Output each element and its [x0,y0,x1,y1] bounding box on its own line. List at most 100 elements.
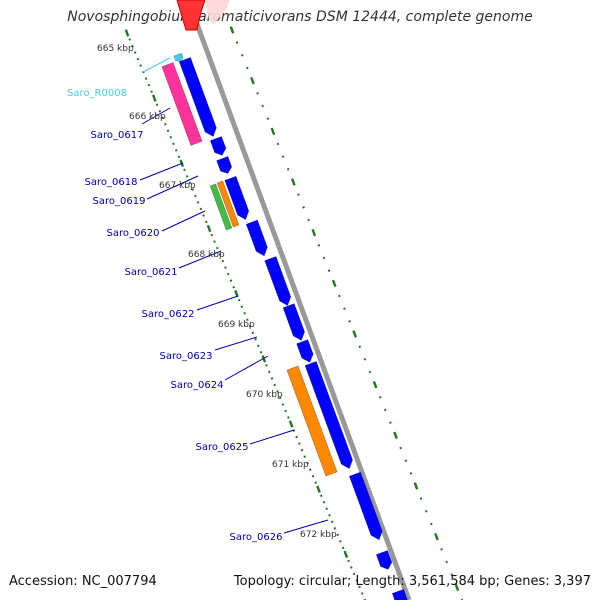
inner-tick [124,29,130,37]
inner-tick [288,420,294,428]
inner-tick [194,194,197,198]
outer-tick [307,218,310,222]
outer-tick [261,104,264,108]
feature-blue[interactable] [296,339,314,363]
inner-tick [226,272,230,276]
inner-tick [196,201,200,204]
outer-tick [266,117,270,120]
inner-tick [213,240,216,243]
feature-blue[interactable] [224,175,250,221]
inner-tick [306,461,309,465]
label-leaders [139,57,329,534]
inner-tick [183,168,186,172]
outer-tick [322,256,326,260]
feature-blue[interactable] [348,471,383,541]
top-feature-red[interactable] [176,0,206,31]
feature-blue[interactable] [391,588,408,600]
outer-tick [404,459,408,462]
inner-tick [352,572,356,576]
inner-tick [185,175,189,178]
outer-tick [281,155,285,158]
inner-tick [248,324,252,328]
outer-tick [372,380,378,389]
outer-tick [250,76,255,85]
inner-tick [172,142,175,146]
outer-tick [454,583,460,592]
inner-tick [152,94,157,102]
inner-tick [276,390,279,393]
kbp-label: 671 kbp [272,460,309,470]
gene-label-saro-0617[interactable]: Saro_0617 [91,130,144,141]
gene-label-saro-0619[interactable]: Saro_0619 [93,196,146,207]
outer-tick [290,178,296,186]
outer-tick [229,26,235,34]
inner-tick [229,279,233,282]
feature-blue[interactable] [282,303,305,341]
feature-blue[interactable] [375,550,393,570]
kbp-label: 669 kbp [218,320,255,330]
gene-label-saro-r0008[interactable]: Saro_R0008 [67,88,127,99]
inner-tick [133,51,137,54]
genome-summary-text: Topology: circular; Length: 3,561,584 bp… [233,574,591,589]
inner-tick [319,494,323,498]
inner-tick [205,220,208,224]
outer-tick [368,370,372,374]
inner-tick [284,409,287,413]
outer-tick [286,168,290,171]
inner-tick [341,546,345,550]
gene-label-saro-0621[interactable]: Saro_0621 [125,267,178,278]
gene-label-saro-0625[interactable]: Saro_0625 [196,442,249,453]
feature-saro-0617[interactable] [161,62,203,146]
gene-label-saro-0623[interactable]: Saro_0623 [160,351,213,362]
inner-tick [350,566,353,569]
feature-blue[interactable] [209,136,227,156]
inner-tick [210,233,214,237]
inner-tick [254,338,257,341]
outer-tick [276,142,280,146]
inner-tick [259,351,263,354]
inner-tick [328,513,331,517]
inner-tick [246,318,249,322]
inner-tick [281,403,285,406]
kbp-label: 667 kbp [159,181,196,191]
gene-label-saro-0624[interactable]: Saro_0624 [171,380,224,391]
leader-line [178,250,222,269]
feature-saro-r0008[interactable] [173,52,184,62]
gene-label-saro-0618[interactable]: Saro_0618 [85,177,138,188]
outer-tick [434,532,439,541]
kbp-label: 666 kbp [129,112,166,122]
outer-tick [389,421,392,424]
inner-tick [270,377,274,380]
gene-label-saro-0620[interactable]: Saro_0620 [107,228,160,239]
inner-tick [232,285,235,289]
feature-saro-0620[interactable] [216,180,240,228]
feature-blue[interactable] [178,57,217,137]
feature-saro-0625[interactable] [286,365,338,477]
feature-blue[interactable] [245,219,268,257]
outer-tick [363,358,367,361]
gene-label-saro-0626[interactable]: Saro_0626 [230,532,283,543]
outer-tick [331,279,337,288]
feature-blue[interactable] [216,156,233,174]
gene-label-saro-0622[interactable]: Saro_0622 [142,309,195,320]
genome-backbone [187,4,412,600]
outer-tick [302,206,305,209]
inner-tick [224,266,227,269]
feature-saro-0619[interactable] [209,183,233,231]
inner-tick [257,344,260,348]
feature-blue[interactable] [264,256,292,306]
inner-tick [278,396,282,400]
gene-features [161,52,408,600]
outer-tick [235,41,239,44]
outer-tick [445,560,448,564]
inner-tick [169,135,173,139]
inner-tick [343,550,349,559]
inner-tick [155,103,159,106]
outer-tick [317,244,321,247]
inner-tick [158,109,162,113]
inner-tick [309,468,312,471]
inner-tick [300,448,304,452]
feature-blue[interactable] [304,361,353,470]
inner-tick [139,64,142,67]
